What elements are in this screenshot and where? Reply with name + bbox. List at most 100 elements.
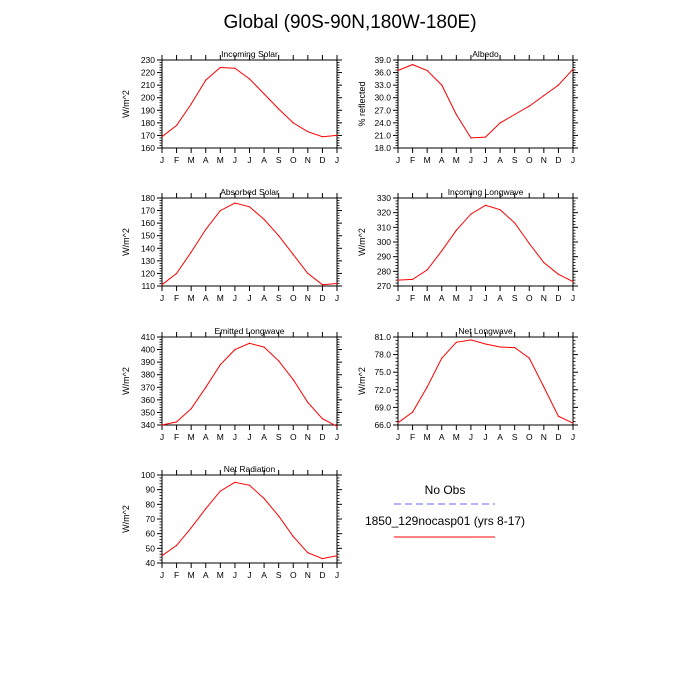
panel-title: Net Radiation: [224, 464, 276, 474]
y-tick-label: 330: [377, 193, 391, 203]
y-tick-label: 30.0: [374, 93, 391, 103]
data-point: [499, 209, 501, 211]
data-point: [278, 235, 280, 237]
x-tick-label: J: [160, 293, 164, 303]
data-point: [528, 357, 530, 359]
x-tick-label: A: [261, 155, 267, 165]
x-tick-label: A: [497, 293, 503, 303]
x-tick-label: J: [233, 155, 237, 165]
y-tick-label: 170: [141, 130, 155, 140]
data-point: [248, 206, 251, 208]
y-tick-label: 220: [141, 68, 155, 78]
x-tick-label: S: [276, 570, 282, 580]
x-tick-label: A: [439, 432, 445, 442]
data-point: [278, 108, 280, 110]
data-point: [514, 346, 516, 349]
series-line: [161, 202, 338, 286]
x-tick-label: J: [571, 432, 575, 442]
data-point: [455, 229, 457, 231]
panel-title: Incoming Longwave: [448, 187, 524, 197]
x-tick-label: M: [217, 155, 224, 165]
data-point: [219, 364, 221, 366]
x-tick-label: M: [424, 155, 431, 165]
x-tick-label: A: [439, 293, 445, 303]
data-point: [397, 279, 399, 281]
x-tick-label: J: [483, 293, 487, 303]
data-point: [292, 379, 294, 381]
x-tick-label: D: [555, 432, 561, 442]
panel-title: Net Longwave: [458, 326, 513, 336]
x-tick-label: J: [247, 293, 251, 303]
x-tick-label: J: [247, 432, 251, 442]
data-point: [248, 484, 251, 486]
x-tick-label: D: [555, 155, 561, 165]
data-point: [219, 490, 221, 492]
x-tick-label: D: [319, 155, 325, 165]
data-point: [397, 422, 399, 424]
data-point: [321, 418, 324, 420]
data-point: [528, 105, 530, 107]
series-line: [397, 64, 574, 139]
data-point: [263, 93, 265, 95]
data-point: [411, 411, 414, 413]
x-tick-label: S: [512, 155, 518, 165]
y-tick-label: 200: [141, 93, 155, 103]
data-point: [234, 67, 236, 69]
x-tick-label: S: [276, 293, 282, 303]
y-tick-label: 190: [141, 105, 155, 115]
x-tick-label: J: [483, 155, 487, 165]
y-tick-label: 310: [377, 222, 391, 232]
x-tick-label: O: [526, 293, 533, 303]
y-tick-label: 280: [377, 266, 391, 276]
data-point: [411, 64, 414, 66]
data-point: [455, 341, 457, 343]
y-axis-label: W/m^2: [121, 90, 131, 118]
data-point: [190, 527, 192, 529]
y-tick-label: 24.0: [374, 118, 391, 128]
y-tick-label: 70: [146, 514, 156, 524]
data-point: [175, 421, 178, 423]
data-point: [175, 272, 178, 275]
data-point: [190, 408, 192, 410]
y-tick-label: 80: [146, 499, 156, 509]
y-tick-label: 100: [141, 470, 155, 480]
x-tick-label: J: [335, 155, 339, 165]
chart-panel: Emitted Longwave 340 350 360 370 380 390 400 410…: [121, 326, 342, 442]
data-point: [336, 555, 338, 557]
data-point: [161, 284, 163, 286]
y-tick-label: 81.0: [374, 332, 391, 342]
x-tick-label: M: [424, 432, 431, 442]
x-tick-label: J: [483, 432, 487, 442]
legend-label: 1850_129nocasp01 (yrs 8-17): [365, 514, 525, 528]
y-tick-label: 360: [141, 395, 155, 405]
x-tick-label: J: [571, 155, 575, 165]
x-tick-label: A: [203, 570, 209, 580]
data-point: [484, 343, 487, 345]
x-tick-label: N: [541, 293, 547, 303]
data-point: [484, 136, 487, 138]
y-tick-label: 78.0: [374, 350, 391, 360]
data-point: [175, 544, 178, 547]
legend: No Obs 1850_129nocasp01 (yrs 8-17): [365, 483, 525, 538]
series-line: [161, 481, 338, 560]
y-tick-label: 340: [141, 420, 155, 430]
data-point: [307, 552, 309, 554]
y-tick-label: 21.0: [374, 130, 391, 140]
x-tick-label: O: [526, 432, 533, 442]
y-tick-label: 180: [141, 118, 155, 128]
data-point: [543, 95, 545, 97]
data-point: [557, 84, 560, 86]
x-tick-label: D: [319, 570, 325, 580]
x-tick-label: J: [335, 293, 339, 303]
x-tick-label: M: [188, 432, 195, 442]
y-tick-label: 72.0: [374, 385, 391, 395]
x-tick-label: A: [261, 293, 267, 303]
data-point: [292, 122, 294, 124]
y-axis-label: W/m^2: [121, 228, 131, 256]
y-tick-label: 230: [141, 55, 155, 65]
x-tick-label: N: [305, 155, 311, 165]
plot-frame: [161, 197, 338, 287]
